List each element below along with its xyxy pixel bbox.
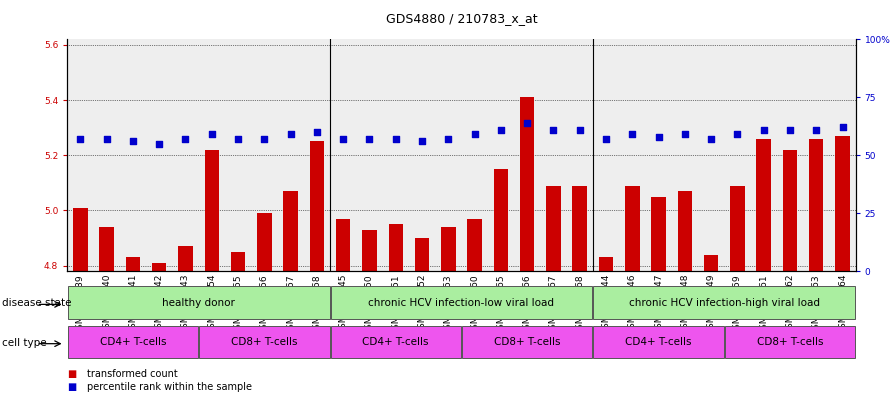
Text: GDS4880 / 210783_x_at: GDS4880 / 210783_x_at [385, 12, 538, 25]
Point [415, 138, 429, 145]
Bar [625, 185, 640, 393]
Bar [331, 326, 461, 358]
Bar [835, 136, 849, 393]
Point [547, 127, 561, 133]
Bar [73, 208, 88, 393]
Point [257, 136, 271, 142]
Point [494, 127, 508, 133]
Bar [651, 196, 666, 393]
Point [599, 136, 613, 142]
Text: disease state: disease state [2, 298, 72, 309]
Bar [441, 227, 455, 393]
Bar [257, 213, 271, 393]
Point [336, 136, 350, 142]
Bar [462, 326, 592, 358]
Bar [231, 252, 246, 393]
Bar [783, 150, 797, 393]
Point [99, 136, 114, 142]
Bar [331, 286, 592, 319]
Point [783, 127, 797, 133]
Bar [704, 255, 719, 393]
Text: percentile rank within the sample: percentile rank within the sample [87, 382, 252, 392]
Bar [68, 326, 198, 358]
Bar [204, 150, 219, 393]
Bar [756, 139, 771, 393]
Point [73, 136, 88, 142]
Bar [520, 97, 534, 393]
Point [756, 127, 771, 133]
Bar [730, 185, 745, 393]
Bar [199, 326, 330, 358]
Text: ■: ■ [67, 369, 76, 379]
Point [362, 136, 376, 142]
Point [704, 136, 719, 142]
Point [468, 131, 482, 138]
Text: chronic HCV infection-high viral load: chronic HCV infection-high viral load [629, 298, 820, 308]
Point [178, 136, 193, 142]
Text: CD4+ T-cells: CD4+ T-cells [625, 337, 692, 347]
Bar [415, 238, 429, 393]
Point [125, 138, 140, 145]
Bar [283, 191, 297, 393]
Point [573, 127, 587, 133]
Bar [809, 139, 823, 393]
Bar [362, 230, 376, 393]
Bar [573, 185, 587, 393]
Text: chronic HCV infection-low viral load: chronic HCV infection-low viral load [368, 298, 555, 308]
Text: CD8+ T-cells: CD8+ T-cells [231, 337, 297, 347]
Point [625, 131, 640, 138]
Point [677, 131, 692, 138]
Bar [468, 219, 482, 393]
Point [283, 131, 297, 138]
Point [231, 136, 246, 142]
Bar [725, 326, 855, 358]
Bar [494, 169, 508, 393]
Text: CD8+ T-cells: CD8+ T-cells [494, 337, 560, 347]
Point [389, 136, 403, 142]
Bar [99, 227, 114, 393]
Bar [547, 185, 561, 393]
Text: transformed count: transformed count [87, 369, 177, 379]
Point [809, 127, 823, 133]
Text: ■: ■ [67, 382, 76, 392]
Bar [336, 219, 350, 393]
Bar [68, 286, 330, 319]
Bar [152, 263, 167, 393]
Text: cell type: cell type [2, 338, 47, 348]
Point [204, 131, 219, 138]
Point [835, 124, 849, 130]
Bar [310, 141, 324, 393]
Text: CD4+ T-cells: CD4+ T-cells [363, 337, 429, 347]
Point [310, 129, 324, 135]
Point [730, 131, 745, 138]
Bar [677, 191, 692, 393]
Bar [389, 224, 403, 393]
Text: CD8+ T-cells: CD8+ T-cells [757, 337, 823, 347]
Bar [593, 286, 855, 319]
Point [520, 119, 534, 126]
Point [152, 140, 167, 147]
Point [441, 136, 455, 142]
Bar [125, 257, 140, 393]
Bar [178, 246, 193, 393]
Text: healthy donor: healthy donor [162, 298, 235, 308]
Bar [599, 257, 613, 393]
Point [651, 134, 666, 140]
Text: CD4+ T-cells: CD4+ T-cells [99, 337, 166, 347]
Bar [593, 326, 724, 358]
